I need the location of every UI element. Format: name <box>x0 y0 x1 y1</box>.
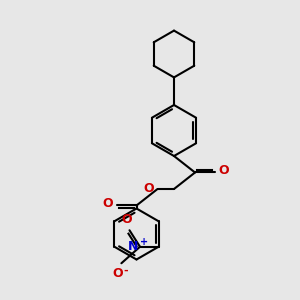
Text: O: O <box>112 267 123 280</box>
Text: O: O <box>218 164 229 178</box>
Text: O: O <box>103 197 113 211</box>
Text: O: O <box>143 182 154 196</box>
Text: O: O <box>121 213 132 226</box>
Text: -: - <box>123 266 127 276</box>
Text: +: + <box>140 237 148 247</box>
Text: N: N <box>128 240 139 253</box>
